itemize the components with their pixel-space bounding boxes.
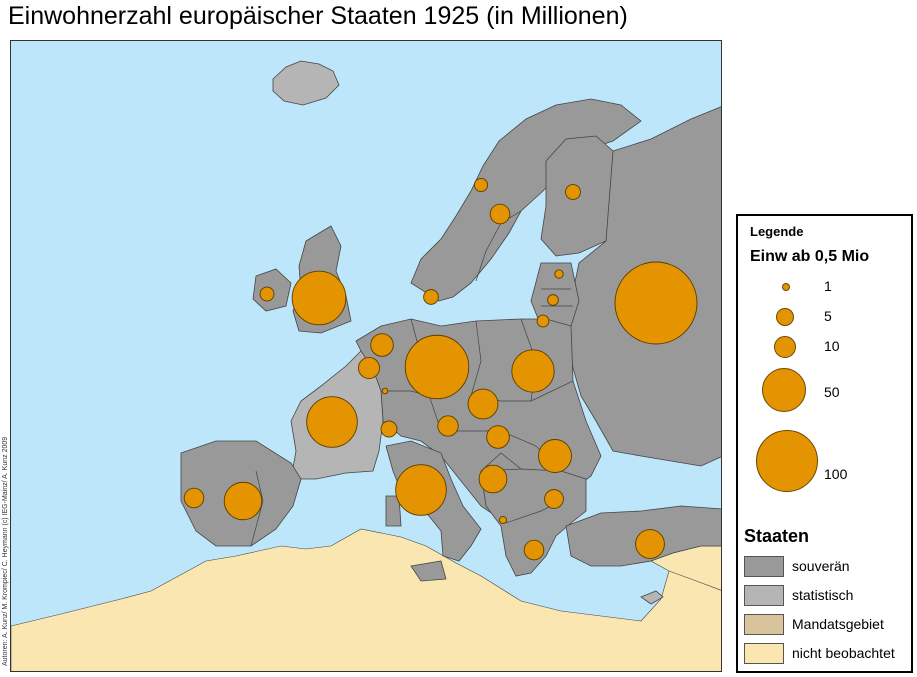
map-area[interactable]: [10, 40, 722, 672]
size-circle-50: [762, 368, 806, 412]
bubble-jugoslawien: [478, 464, 508, 494]
swatch-statistisch: [744, 585, 784, 606]
label-statistisch: statistisch: [792, 587, 854, 603]
bubble-deutschland: [404, 334, 470, 400]
bubble-spanien: [223, 481, 263, 521]
size-circle-1: [782, 283, 790, 291]
bubble-daenemark: [423, 289, 439, 305]
size-circle-10: [774, 336, 796, 358]
bubble-bulgarien: [544, 489, 564, 509]
bubble-estland: [554, 269, 564, 279]
bubble-litauen: [536, 314, 550, 328]
size-label-50: 50: [824, 384, 840, 400]
bubble-finnland: [565, 184, 581, 200]
label-souveraen: souverän: [792, 558, 850, 574]
label-mandatsgebiet: Mandatsgebiet: [792, 616, 884, 632]
size-label-1: 1: [824, 278, 832, 294]
label-nicht-beobachtet: nicht beobachtet: [792, 645, 895, 661]
sicily: [410, 560, 447, 582]
bubble-albanien: [498, 515, 508, 525]
europe-map: [11, 41, 721, 671]
author-credit: Autoren: A. Kunz/ M. Krompiec/ C. Heyman…: [2, 436, 9, 666]
size-circle-100: [756, 430, 818, 492]
bubble-oesterreich: [437, 415, 459, 437]
bubble-griechenland: [523, 539, 545, 561]
size-circle-5: [776, 308, 794, 326]
bubble-polen: [511, 349, 555, 393]
map-title: Einwohnerzahl europäischer Staaten 1925 …: [8, 2, 628, 30]
legend-title: Legende: [750, 224, 804, 239]
size-legend-title: Einw ab 0,5 Mio: [750, 248, 870, 265]
bubble-tschechoslowakei: [467, 388, 499, 420]
legend: Legende Einw ab 0,5 Mio 1 5 10 50 100 St…: [736, 214, 913, 673]
bubble-grossbritannien: [291, 270, 347, 326]
bubble-niederlande: [357, 356, 381, 380]
swatch-souveraen: [744, 556, 784, 577]
states-legend-title: Staaten: [744, 526, 810, 546]
sardinia: [385, 495, 402, 527]
bubble-belgien: [370, 333, 394, 357]
bubble-sowjetunion: [614, 261, 698, 345]
bubble-tuerkei: [635, 529, 665, 559]
bubble-ungarn: [486, 425, 510, 449]
bubble-rumaenien: [538, 439, 572, 473]
bubble-portugal: [183, 487, 205, 509]
iceland: [272, 60, 340, 106]
bubble-frankreich: [306, 396, 358, 448]
swatch-nicht-beobachtet: [744, 643, 784, 664]
size-label-5: 5: [824, 308, 832, 324]
size-label-100: 100: [824, 466, 848, 482]
bubble-italien: [395, 464, 447, 516]
bubble-irland: [259, 286, 275, 302]
bubble-schweden: [489, 203, 511, 225]
cyprus: [640, 590, 664, 605]
bubble-lettland: [547, 294, 559, 306]
bubble-norwegen: [473, 177, 489, 193]
size-label-10: 10: [824, 338, 840, 354]
bubble-schweiz: [380, 420, 398, 438]
bubble-luxemburg: [381, 387, 389, 395]
swatch-mandatsgebiet: [744, 614, 784, 635]
population-bubbles: [183, 177, 698, 561]
